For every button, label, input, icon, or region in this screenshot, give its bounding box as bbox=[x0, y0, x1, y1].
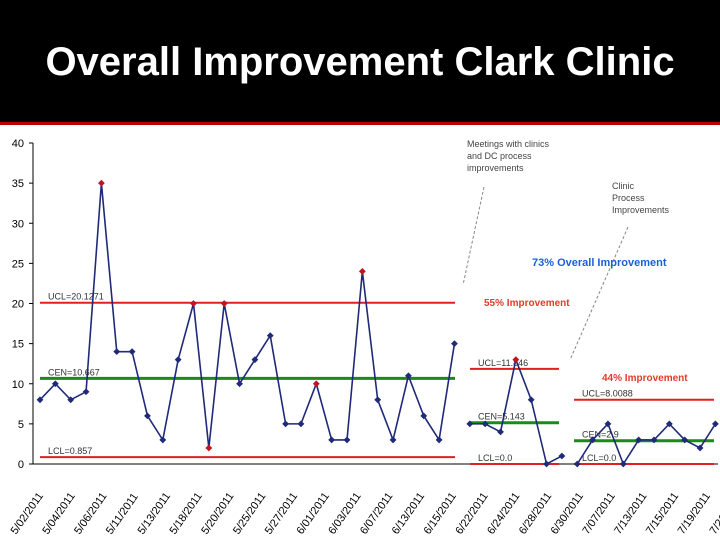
control-line-label: UCL=20.1271 bbox=[48, 292, 104, 302]
data-point-special bbox=[98, 179, 105, 187]
annotation-clinic: Improvements bbox=[612, 205, 670, 215]
data-point-special bbox=[220, 300, 228, 307]
data-point bbox=[159, 436, 167, 444]
data-point bbox=[527, 396, 535, 404]
improvement-55-label: 55% Improvement bbox=[484, 298, 570, 309]
data-point bbox=[36, 396, 44, 404]
data-point bbox=[481, 420, 489, 428]
data-point bbox=[236, 380, 243, 388]
control-line-label: UCL=11.846 bbox=[478, 358, 528, 368]
control-line-label: LCL=0.0 bbox=[478, 453, 512, 463]
control-line-label: CEN=5.143 bbox=[478, 412, 525, 422]
annotation-pointer bbox=[569, 226, 629, 361]
data-point-special bbox=[512, 356, 520, 364]
y-tick-label: 25 bbox=[12, 258, 24, 270]
data-point bbox=[374, 396, 382, 404]
annotation-clinic: Process bbox=[612, 193, 645, 203]
data-point bbox=[282, 420, 289, 428]
data-point bbox=[497, 428, 504, 436]
data-point bbox=[67, 396, 75, 404]
data-point bbox=[435, 436, 443, 444]
data-point bbox=[635, 436, 643, 444]
data-point bbox=[466, 420, 474, 428]
data-point bbox=[266, 332, 274, 339]
data-point bbox=[650, 436, 658, 444]
control-chart: 0 5 10 15 20 25 30 35 40 UCL=20.1271 CEN=10.667 LC… bbox=[9, 138, 720, 537]
data-point bbox=[451, 340, 458, 348]
annotation-meetings: and DC process bbox=[467, 151, 532, 161]
data-point bbox=[543, 460, 550, 468]
data-point bbox=[297, 420, 305, 428]
y-tick-label: 0 bbox=[18, 459, 24, 471]
data-point bbox=[328, 436, 336, 444]
x-axis-ticks: 5/02/20115/04/20115/06/20115/11/20115/13… bbox=[9, 490, 720, 536]
data-point bbox=[712, 420, 719, 428]
y-tick-label: 30 bbox=[12, 218, 24, 230]
data-point bbox=[681, 436, 689, 444]
data-point bbox=[619, 460, 627, 468]
data-point bbox=[604, 420, 612, 428]
y-tick-label: 20 bbox=[12, 299, 24, 311]
data-point bbox=[343, 436, 351, 444]
data-point bbox=[420, 412, 428, 420]
data-point-special bbox=[358, 268, 366, 275]
y-tick-label: 40 bbox=[12, 138, 24, 150]
data-point bbox=[389, 436, 397, 444]
y-tick-label: 15 bbox=[12, 339, 24, 351]
data-point bbox=[174, 356, 182, 364]
annotation-meetings: improvements bbox=[467, 163, 524, 173]
annotation-meetings: Meetings with clinics bbox=[467, 139, 550, 149]
data-point-special bbox=[190, 300, 197, 307]
data-point bbox=[573, 460, 581, 468]
title-divider bbox=[0, 122, 720, 125]
data-point-special bbox=[205, 444, 213, 452]
chart-annotations: Meetings with clinics and DC process impro… bbox=[462, 139, 688, 384]
control-line-label: CEN=10.667 bbox=[48, 367, 100, 377]
control-line-label: UCL=8.0088 bbox=[582, 389, 633, 399]
data-point bbox=[51, 380, 59, 388]
data-point-special bbox=[312, 380, 320, 388]
data-point bbox=[589, 436, 596, 444]
title-bar: Overall Improvement Clark Clinic bbox=[0, 0, 720, 122]
data-series bbox=[36, 179, 719, 468]
annotation-clinic: Clinic bbox=[612, 181, 635, 191]
y-tick-label: 5 bbox=[18, 419, 24, 431]
control-line-label: LCL=0.857 bbox=[48, 446, 92, 456]
data-point bbox=[128, 348, 136, 356]
data-point bbox=[696, 444, 704, 452]
series-line-3 bbox=[576, 422, 717, 466]
data-point bbox=[405, 372, 412, 380]
y-tick-label: 10 bbox=[12, 379, 24, 391]
annotation-pointer bbox=[462, 186, 485, 286]
overall-improvement-label: 73% Overall Improvement bbox=[532, 257, 667, 269]
improvement-44-label: 44% Improvement bbox=[602, 373, 688, 384]
data-point bbox=[113, 348, 121, 356]
data-point bbox=[665, 420, 673, 428]
control-line-label: LCL=0.0 bbox=[582, 453, 616, 463]
control-limits: UCL=20.1271 CEN=10.667 LCL=0.857 UCL=11.846… bbox=[40, 292, 714, 465]
control-line-label: CEN=2.9 bbox=[582, 430, 619, 440]
data-point bbox=[144, 412, 151, 420]
series-line-1 bbox=[39, 183, 456, 449]
y-tick-label: 35 bbox=[12, 178, 24, 190]
data-point bbox=[558, 452, 566, 460]
data-point bbox=[251, 356, 259, 364]
page-title: Overall Improvement Clark Clinic bbox=[45, 40, 675, 84]
data-point bbox=[82, 388, 90, 396]
